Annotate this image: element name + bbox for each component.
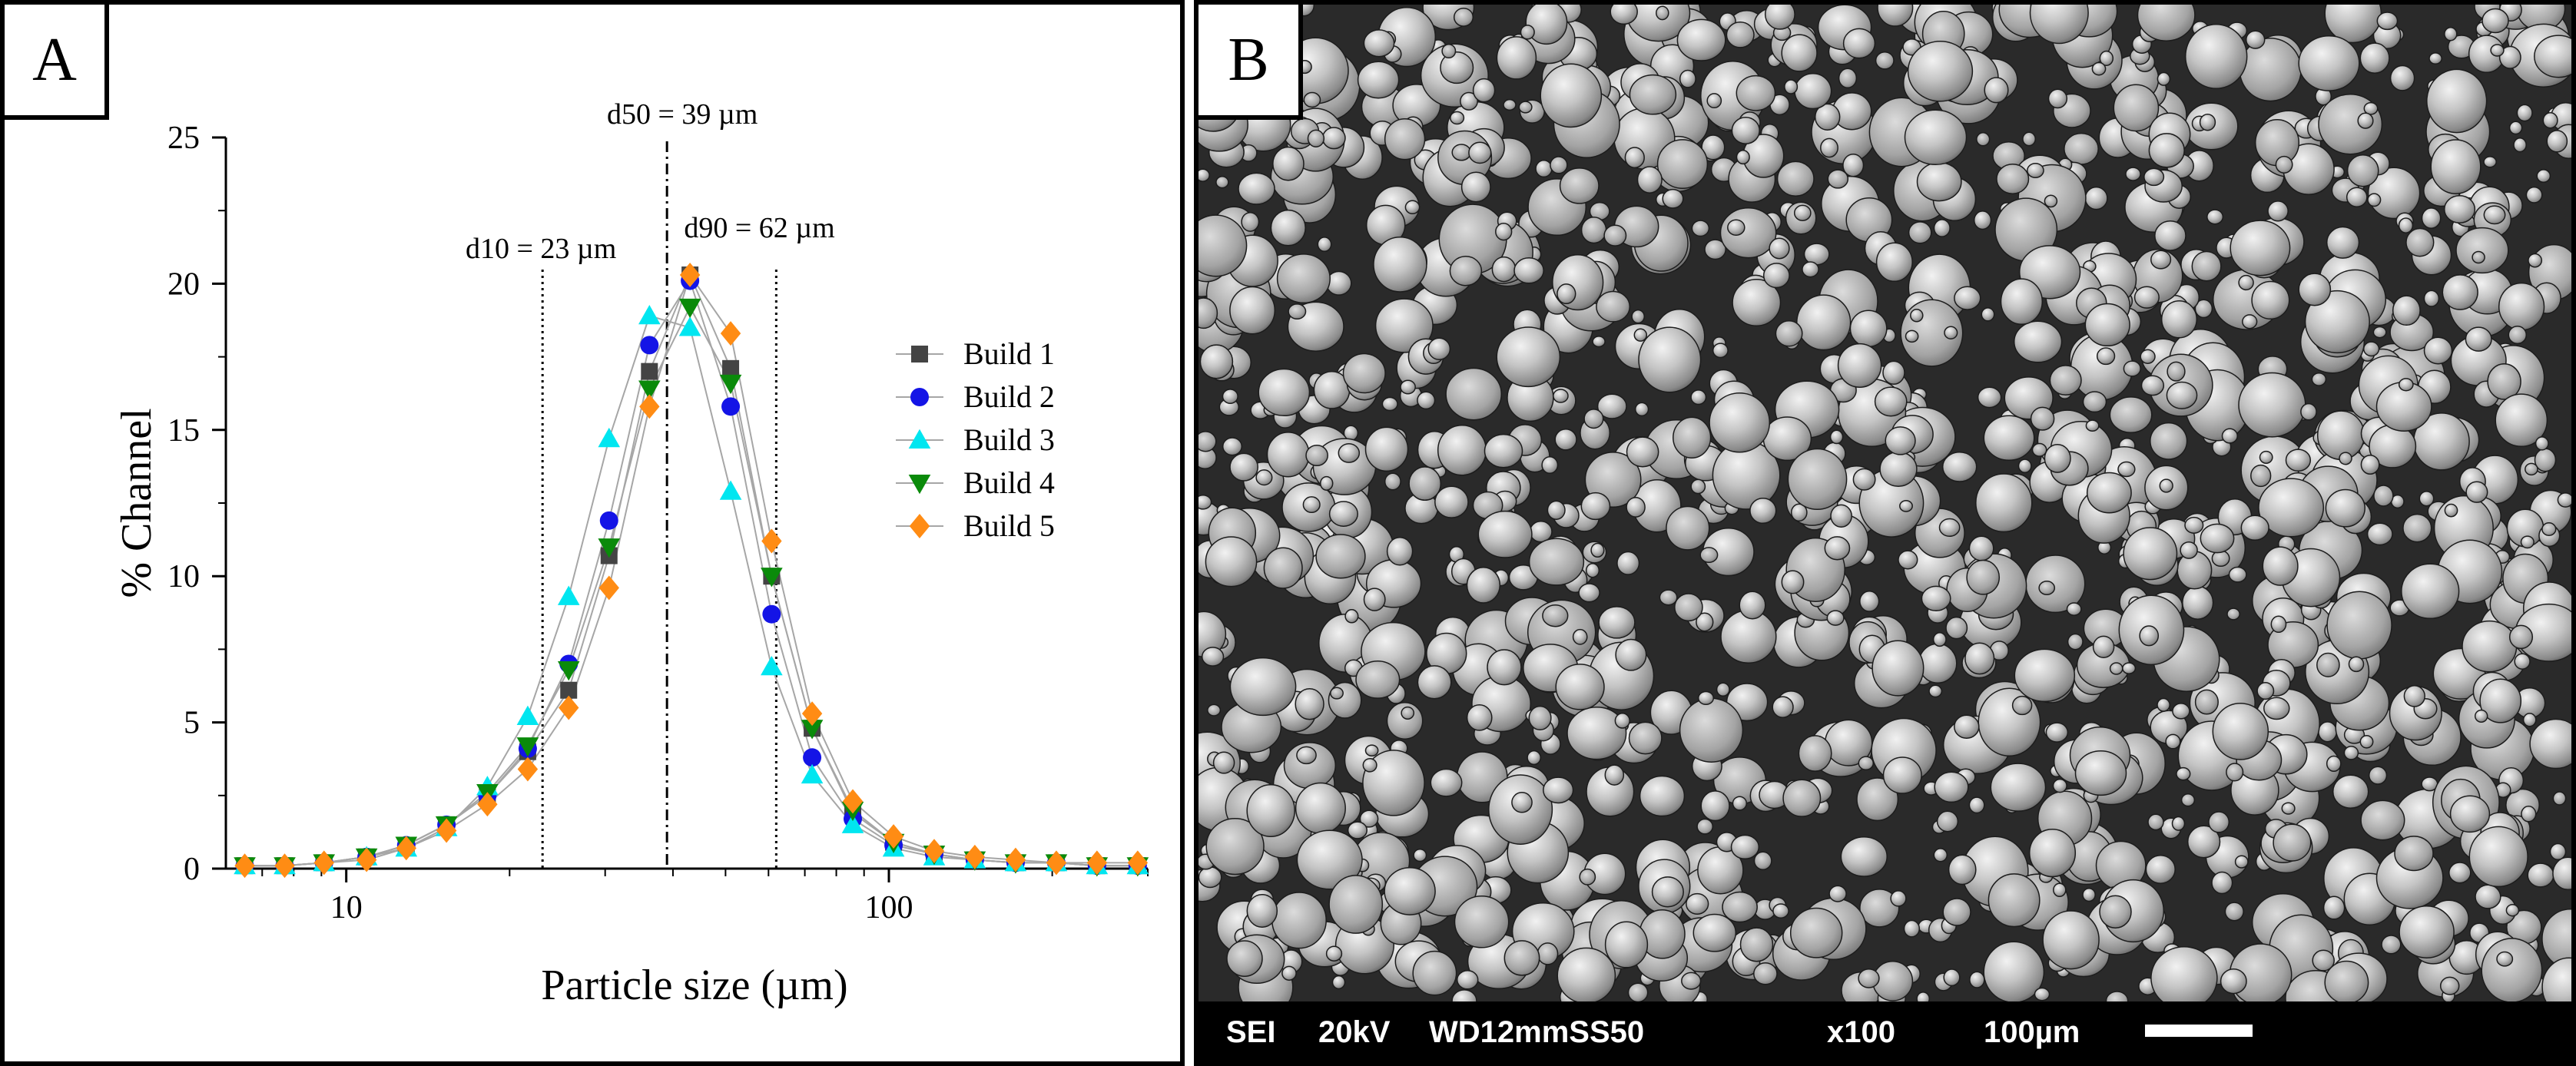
data-point-build-5: [274, 853, 295, 879]
data-point-build-3: [841, 813, 864, 833]
reference-line-label-1: d10 = 23 µm: [466, 233, 616, 265]
data-point-build-2: [599, 511, 618, 530]
legend-label-2: Build 2: [963, 379, 1055, 414]
legend-marker-4: [908, 475, 931, 495]
data-point-build-5: [517, 756, 539, 782]
data-point-build-2: [721, 397, 741, 416]
y-tick-label: 10: [167, 559, 200, 594]
legend-label-5: Build 5: [963, 508, 1055, 543]
data-point-build-4: [678, 298, 701, 319]
sem-working-distance: WD12mmSS50: [1429, 1015, 1645, 1049]
legend-marker-3: [908, 429, 931, 449]
data-point-build-1: [641, 363, 658, 380]
sem-scale-label: 100µm: [1984, 1015, 2080, 1049]
data-point-build-2: [640, 336, 659, 355]
data-point-build-5: [559, 695, 579, 720]
reference-line-label-3: d90 = 62 µm: [684, 212, 834, 244]
data-point-build-4: [598, 538, 621, 558]
data-point-build-5: [883, 824, 904, 849]
sem-scale-bar: [2145, 1025, 2253, 1037]
data-point-build-5: [1005, 847, 1026, 872]
legend-marker-2: [910, 388, 929, 406]
data-point-build-5: [964, 844, 986, 869]
data-point-build-5: [679, 263, 701, 287]
data-point-build-4: [557, 661, 580, 681]
data-point-build-2: [803, 748, 822, 767]
data-point-build-3: [678, 316, 701, 336]
reference-line-label-2: d50 = 39 µm: [607, 98, 758, 131]
data-point-build-4: [638, 380, 661, 400]
data-point-build-5: [234, 853, 255, 879]
x-axis-title: Particle size (µm): [541, 962, 847, 1009]
y-tick-label: 15: [167, 413, 200, 449]
data-point-build-5: [720, 321, 741, 346]
data-point-build-3: [598, 427, 621, 448]
data-point-build-5: [598, 575, 619, 601]
legend-marker-1: [911, 346, 928, 363]
data-point-build-5: [313, 850, 334, 876]
data-point-build-1: [722, 359, 740, 377]
sem-magnification: x100: [1827, 1015, 1895, 1049]
x-tick-label: 100: [865, 890, 913, 925]
data-point-build-4: [801, 720, 824, 740]
powder-particles: [1198, 5, 2571, 1001]
legend-marker-5: [909, 514, 930, 538]
sem-voltage: 20kV: [1318, 1015, 1391, 1049]
legend-label-1: Build 1: [963, 336, 1055, 371]
x-tick-label: 10: [330, 890, 363, 925]
data-point-build-5: [436, 818, 457, 843]
legend-label-3: Build 3: [963, 422, 1055, 457]
sem-info-bar: SEI 20kV WD12mmSS50 x100 100µm: [1198, 1001, 2571, 1061]
data-point-build-5: [842, 789, 864, 814]
data-point-build-4: [516, 737, 539, 757]
y-axis-title: % Channel: [113, 408, 161, 598]
data-point-build-4: [761, 568, 783, 588]
data-point-build-3: [801, 763, 824, 784]
data-point-build-5: [1046, 850, 1067, 876]
data-point-build-2: [762, 604, 781, 624]
data-point-build-5: [477, 792, 498, 817]
data-point-build-5: [639, 394, 660, 419]
data-point-build-5: [356, 847, 377, 872]
data-point-build-4: [719, 374, 742, 395]
data-point-build-5: [1086, 850, 1108, 876]
y-tick-label: 5: [184, 706, 200, 741]
panel-b-label: B: [1198, 5, 1303, 120]
data-point-build-5: [1127, 850, 1149, 876]
y-tick-label: 20: [167, 266, 200, 302]
particle-size-chart: 0 5 10 15 20 25 10 100 Particle size (µm) % Chann…: [113, 98, 1149, 1009]
panel-a: A 0 5 10 15 20 25 10 100 Particle size (µm) % Cha…: [0, 0, 1185, 1066]
legend-label-4: Build 4: [963, 465, 1055, 500]
panel-a-label: A: [5, 5, 109, 120]
data-point-build-3: [557, 585, 580, 605]
y-tick-label: 0: [184, 852, 200, 887]
y-tick-label: 25: [167, 121, 200, 156]
sem-micrograph: [1198, 5, 2571, 1001]
data-point-build-3: [516, 705, 539, 725]
data-point-build-5: [801, 701, 823, 727]
data-point-build-5: [761, 528, 782, 554]
data-point-build-5: [396, 836, 417, 861]
data-point-build-3: [638, 304, 661, 325]
data-point-build-3: [719, 480, 742, 500]
sem-mode: SEI: [1226, 1015, 1276, 1049]
data-point-build-1: [560, 681, 578, 699]
data-point-build-3: [761, 655, 783, 676]
data-point-build-5: [923, 839, 945, 864]
panel-b: B SEI 20kV WD12mmSS50 x100 100µm: [1194, 0, 2576, 1066]
